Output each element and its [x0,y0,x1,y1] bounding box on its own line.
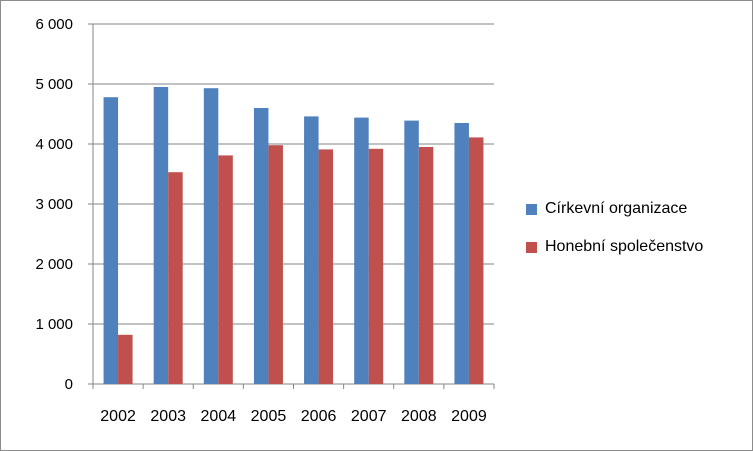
bar-cirkevni [253,108,269,384]
bar-honebni [268,145,283,384]
bar-cirkevni [153,87,169,384]
bar-honebni [168,172,183,384]
legend-label-honebni: Honební společenstvo [545,238,704,255]
x-tick-label: 2006 [301,408,337,425]
bar-honebni [318,149,334,384]
x-tick-label: 2002 [100,408,136,425]
y-tick-label: 1 000 [35,316,73,333]
bar-cirkevni [304,116,319,385]
bar-honebni [118,334,133,384]
legend-swatch-honebni [526,241,537,253]
bar-honebni [418,147,434,384]
legend-swatch-cirkevni [526,203,537,215]
legend: Církevní organizace Honební společenstvo [526,197,703,273]
y-tick-label: 6 000 [35,16,73,33]
bar-cirkevni [103,97,119,384]
legend-label-cirkevni: Církevní organizace [545,200,688,217]
x-tick-label: 2005 [251,408,287,425]
y-tick-label: 2 000 [35,256,73,273]
legend-item-honebni: Honební společenstvo [526,235,703,259]
bar-cirkevni [454,123,469,384]
x-tick-label: 2009 [451,408,487,425]
x-tick-label: 2003 [150,408,186,425]
y-tick-label: 5 000 [35,76,73,93]
bar-cirkevni [354,117,369,384]
y-tick-label: 0 [65,376,73,393]
legend-item-cirkevni: Církevní organizace [526,197,703,221]
bar-honebni [468,137,484,384]
y-tick-label: 3 000 [35,196,73,213]
y-tick-label: 4 000 [35,136,73,153]
x-tick-label: 2007 [351,408,387,425]
bar-cirkevni [404,120,419,384]
x-tick-label: 2008 [401,408,437,425]
bar-cirkevni [203,88,219,384]
bar-honebni [218,155,233,384]
x-tick-label: 2004 [201,408,237,425]
bar-honebni [368,148,384,384]
